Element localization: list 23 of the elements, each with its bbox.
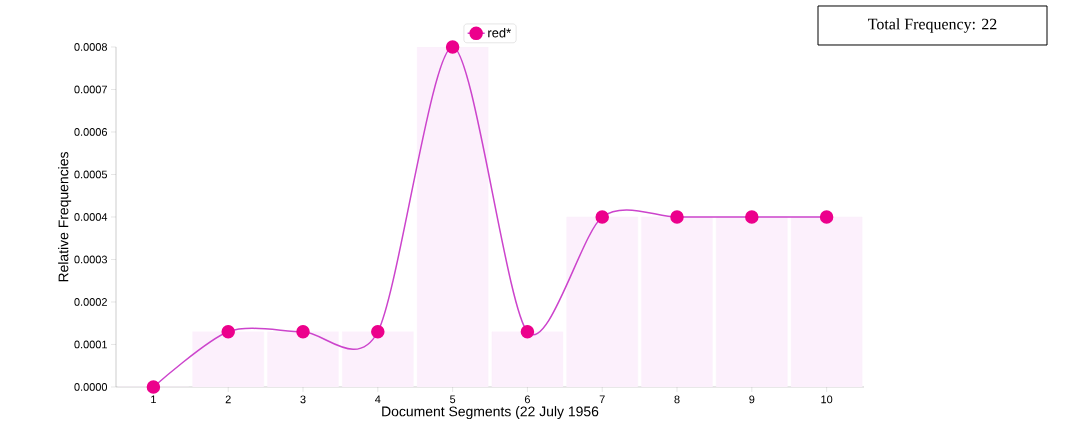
y-axis-title: Relative Frequencies (58, 152, 72, 282)
x-tick-label: 2 (225, 395, 231, 404)
x-tick-label: 1 (151, 395, 156, 404)
y-tick-label: 0.0007 (74, 85, 107, 94)
x-tick-label: 6 (524, 395, 530, 404)
x-tick-label: 4 (375, 395, 381, 404)
y-tick-label: 0.0003 (74, 255, 107, 264)
y-tick-label: 0.0001 (74, 340, 107, 349)
x-tick-label: 10 (821, 395, 833, 404)
y-tick-label: 0.0008 (74, 43, 107, 51)
legend-label: red* (488, 27, 511, 38)
y-tick-label: 0.0004 (74, 213, 108, 221)
x-tick-label: 7 (599, 395, 605, 404)
x-tick-label: 3 (300, 395, 306, 404)
y-tick-label: 0.0002 (74, 298, 107, 306)
y-tick-label: 0.0006 (74, 128, 107, 136)
y-tick-label: 0.0005 (74, 170, 108, 179)
x-tick-label: 9 (749, 395, 755, 404)
x-axis-title: Document Segments (22 July 1956 (382, 406, 599, 420)
x-tick-label: 5 (450, 395, 456, 404)
text: Total Frequency: 22 (868, 18, 997, 33)
y-tick-label: 0.0000 (74, 383, 108, 391)
x-tick-label: 8 (674, 395, 680, 404)
